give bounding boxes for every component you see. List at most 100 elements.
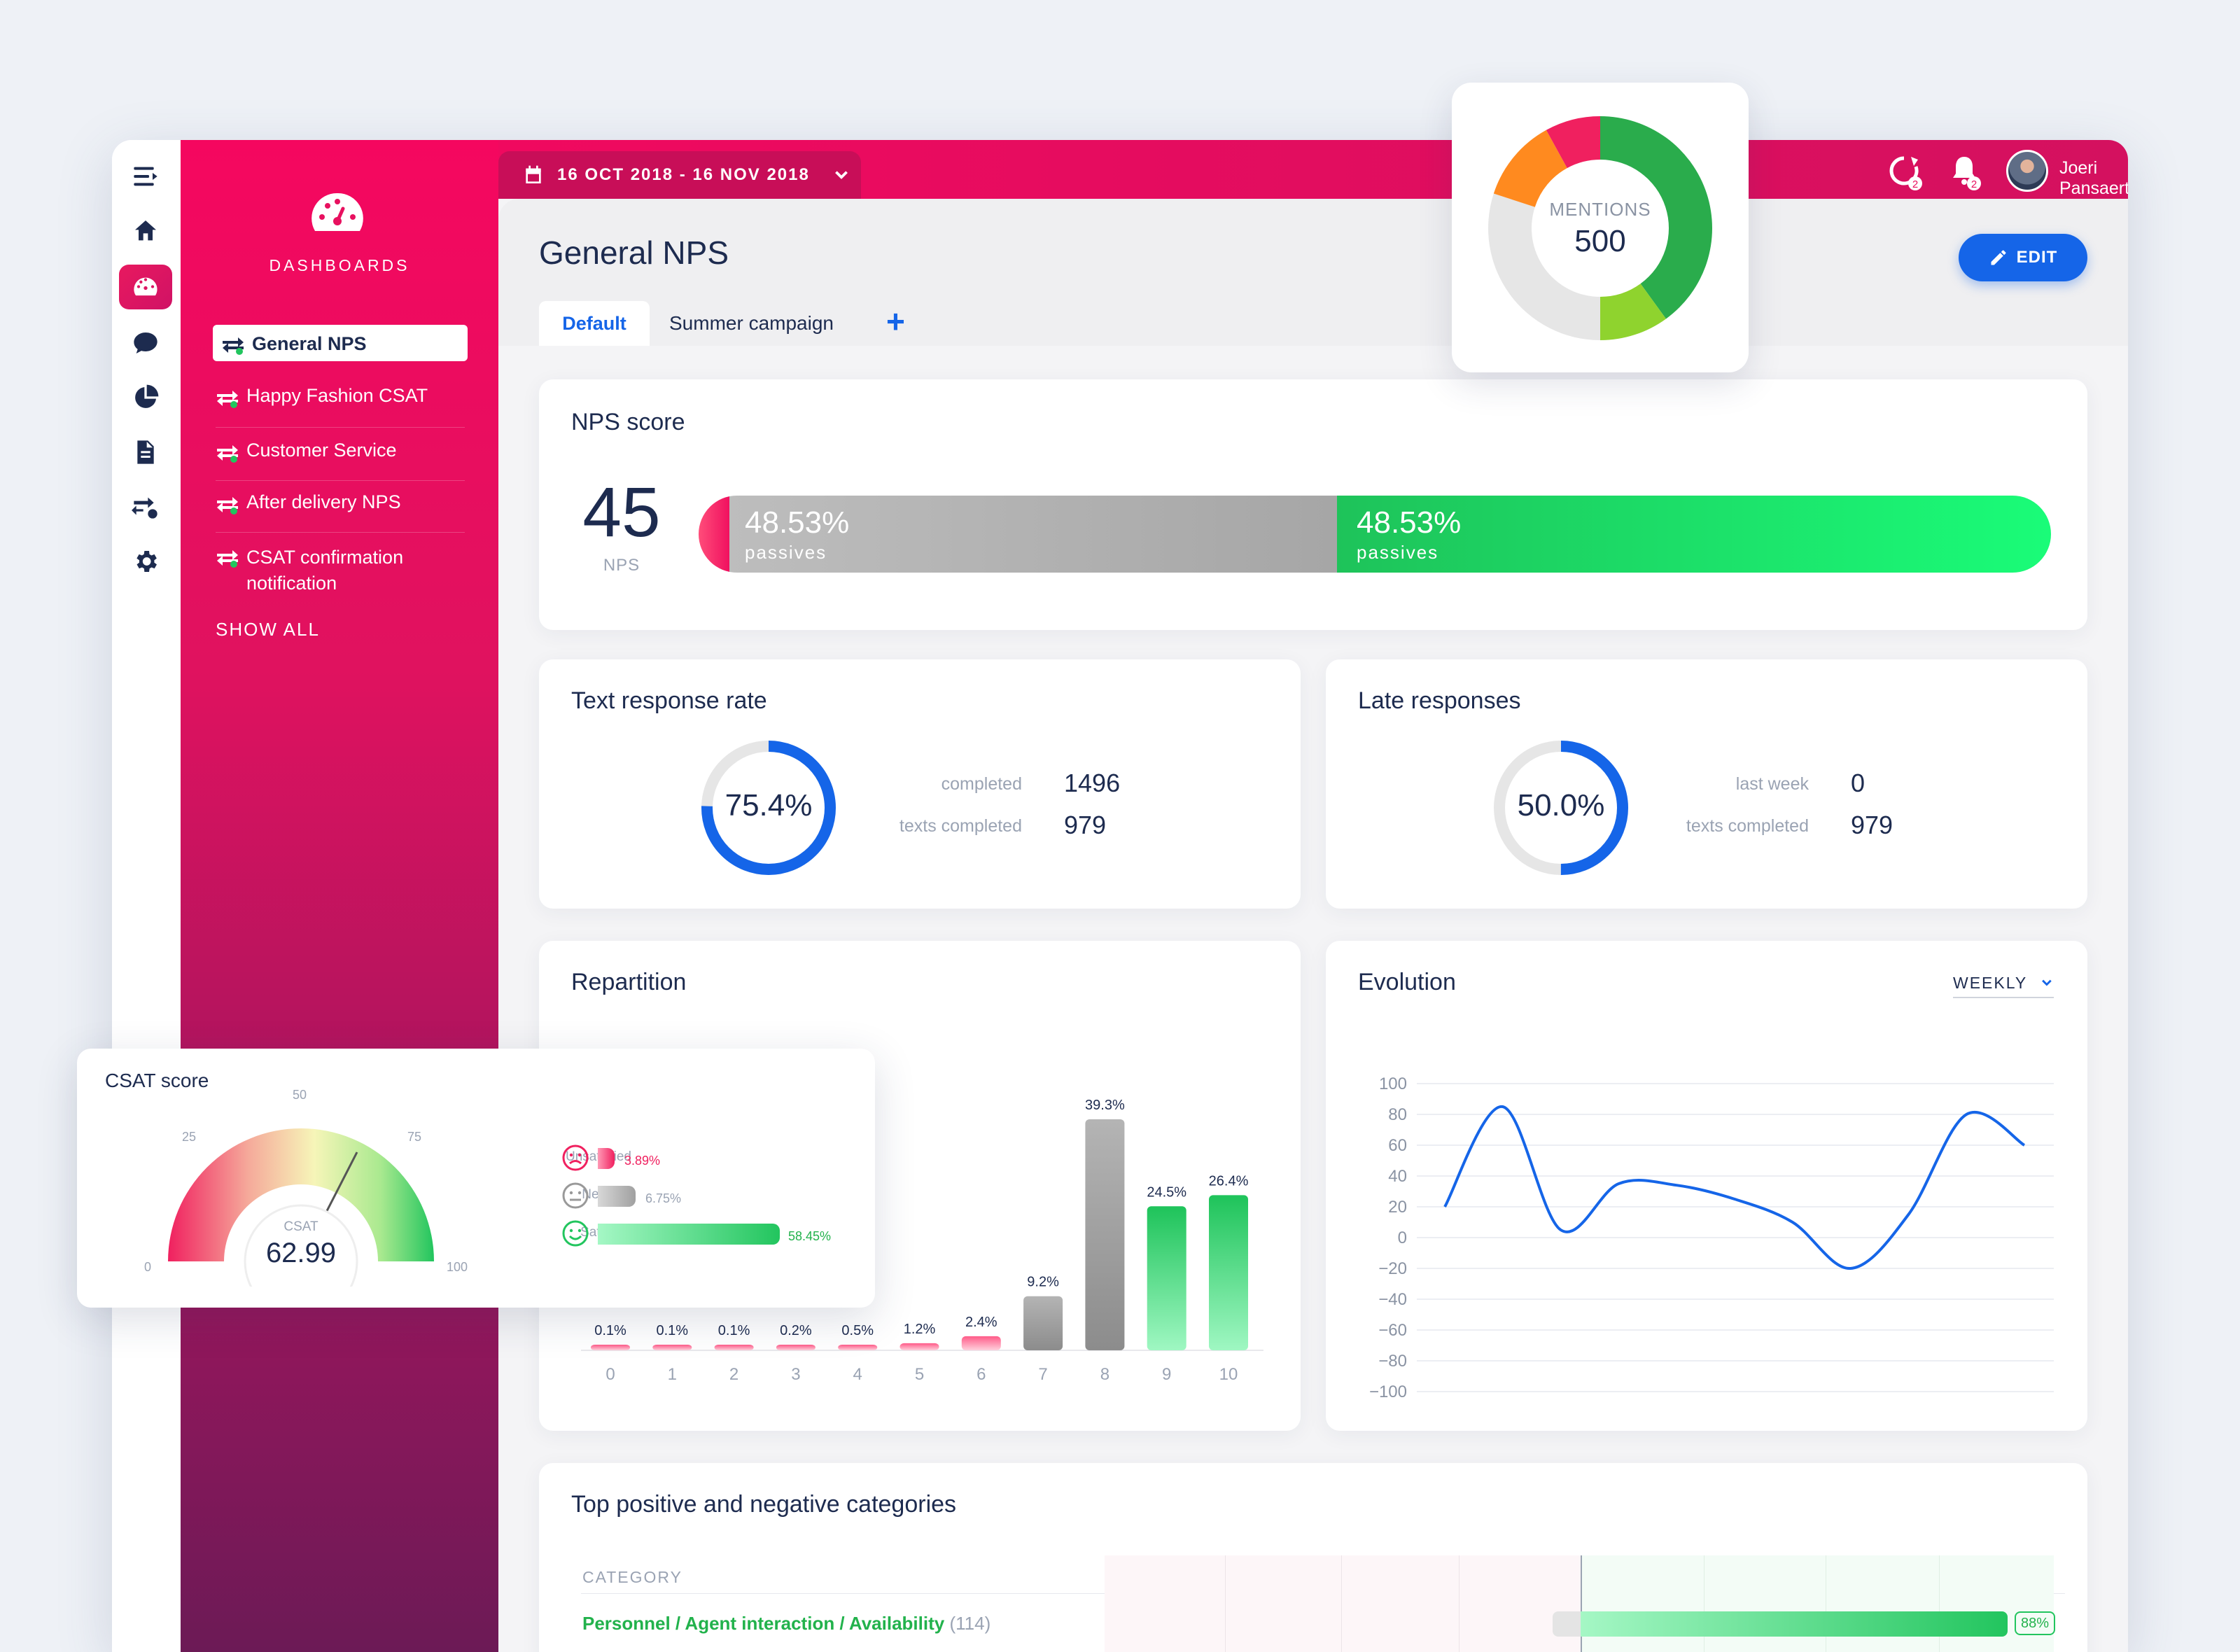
tab-default[interactable]: Default: [539, 301, 650, 346]
nps-score-label: NPS: [603, 556, 640, 575]
nps-bar: 48.53% passives 48.53% passives: [699, 496, 2051, 573]
bar-value-label: 0.1%: [718, 1323, 750, 1338]
show-all-link[interactable]: SHOW ALL: [216, 619, 320, 640]
bar-value-label: 0.1%: [657, 1323, 689, 1338]
donut-slice: [1493, 130, 1567, 207]
y-tick-label: −60: [1378, 1321, 1407, 1340]
sidebar-item-happy-fashion-csat[interactable]: Happy Fashion CSAT: [216, 385, 465, 409]
dashboard-icon[interactable]: [119, 265, 172, 309]
stat-label: texts completed: [899, 816, 1022, 836]
date-range-label: 16 OCT 2018 - 16 NOV 2018: [557, 165, 810, 184]
pie-chart-icon[interactable]: [119, 375, 172, 420]
category-name: Personnel / Agent interaction / Availabi…: [582, 1613, 945, 1634]
negative-zone: [1105, 1555, 1581, 1652]
bar-8: [1085, 1119, 1125, 1350]
tab-summer-campaign[interactable]: Summer campaign: [669, 312, 834, 334]
edit-button[interactable]: EDIT: [1959, 234, 2087, 281]
sync-icon[interactable]: 2: [1884, 153, 1924, 192]
donut-slice: [1600, 116, 1712, 319]
gauge-tick: 50: [293, 1088, 307, 1102]
bar-value-label: 26.4%: [1209, 1173, 1249, 1189]
category-count: (114): [949, 1613, 991, 1634]
category-column-header: CATEGORY: [582, 1568, 682, 1586]
period-select[interactable]: WEEKLY: [1953, 969, 2054, 998]
sidebar-item-after-delivery-nps[interactable]: After delivery NPS: [216, 491, 465, 515]
document-icon[interactable]: [119, 430, 172, 475]
divider: [216, 480, 465, 481]
workflow-settings-icon[interactable]: [119, 484, 172, 529]
sidebar-item-general-nps[interactable]: General NPS: [213, 325, 468, 361]
response-rate-ring: [701, 741, 836, 875]
edit-button-label: EDIT: [2016, 248, 2058, 267]
category-positive-bar: [1581, 1611, 2008, 1637]
x-tick-label: 9: [1162, 1365, 1171, 1384]
avatar[interactable]: [2006, 150, 2048, 192]
period-select-value: WEEKLY: [1953, 973, 2028, 992]
mentions-card: MENTIONS 500: [1452, 83, 1749, 372]
card-title: CSAT score: [105, 1070, 209, 1091]
y-tick-label: −80: [1378, 1352, 1407, 1371]
dashboard-gauge-icon: [309, 190, 365, 239]
sidebar-item-customer-service[interactable]: Customer Service: [216, 440, 465, 463]
grid-line: [1939, 1555, 1940, 1652]
nps-score-value: 45: [582, 473, 661, 552]
csat-row-percent: 6.75%: [645, 1191, 682, 1205]
sad-face-icon: [562, 1144, 589, 1171]
card-title: Evolution: [1358, 969, 1456, 995]
x-tick-label: 0: [606, 1365, 615, 1384]
chevron-down-icon: [834, 171, 848, 179]
bar-1: [652, 1345, 692, 1350]
sidebar-item-label: After delivery NPS: [246, 491, 401, 512]
date-range-picker[interactable]: 16 OCT 2018 - 16 NOV 2018: [498, 151, 861, 199]
y-tick-label: 20: [1388, 1198, 1407, 1217]
y-tick-label: 60: [1388, 1136, 1407, 1155]
swap-arrows-icon: [217, 445, 238, 463]
nps-bar-passives: 48.53% passives: [729, 496, 1337, 573]
grid-line: [1459, 1555, 1460, 1652]
csat-row-percent: 58.45%: [788, 1229, 832, 1243]
gauge-tick: 100: [447, 1260, 468, 1274]
add-tab-button[interactable]: +: [886, 303, 905, 340]
stat-value: 0: [1851, 769, 1865, 797]
category-row[interactable]: Personnel / Agent interaction / Availabi…: [582, 1613, 990, 1634]
csat-score-card: CSAT score CSAT 62.99 0 25 50 75 100 Uns…: [77, 1049, 875, 1308]
y-tick-label: −100: [1369, 1382, 1407, 1401]
chat-icon[interactable]: [119, 321, 172, 365]
csat-row-bar: [598, 1148, 615, 1169]
bar-value-label: 39.3%: [1085, 1098, 1125, 1113]
repartition-bar-chart: 0.1% 0 0.1% 1 0.1% 2 0.2% 3 0.5% 4 1.2% 5 2.4% 6 9.2% 7…: [581, 1098, 1264, 1384]
mentions-donut-chart: [1488, 116, 1712, 340]
csat-row-bar: [598, 1224, 780, 1245]
text-response-rate-card: Text response rate 75.4% completed 1496 …: [539, 659, 1301, 909]
card-title: NPS score: [571, 409, 685, 435]
home-icon[interactable]: [119, 209, 172, 253]
settings-gear-icon[interactable]: [119, 539, 172, 584]
sync-badge: 2: [1912, 178, 1918, 190]
csat-gauge: [168, 1128, 434, 1287]
main-content: General NPS Default Summer campaign + ED…: [498, 199, 2128, 1652]
bar-value-label: 9.2%: [1027, 1275, 1059, 1290]
zero-axis: [1581, 1555, 1582, 1652]
divider: [216, 427, 465, 428]
stat-value: 979: [1064, 811, 1107, 839]
sidebar-item-label: Customer Service: [246, 440, 397, 461]
bar-3: [776, 1345, 816, 1350]
category-percent-badge: 88%: [2015, 1611, 2055, 1635]
donut-slice: [1488, 193, 1600, 340]
sidebar-item-csat-confirmation[interactable]: CSAT confirmation notification: [216, 545, 465, 596]
donut-slice: [1600, 284, 1667, 340]
x-tick-label: 3: [791, 1365, 800, 1384]
x-tick-label: 6: [976, 1365, 986, 1384]
notification-bell-icon[interactable]: 2: [1945, 153, 1984, 192]
happy-face-icon: [562, 1220, 589, 1247]
grid-line: [1341, 1555, 1342, 1652]
menu-toggle-icon[interactable]: [119, 154, 172, 199]
positive-zone: [1581, 1555, 2054, 1652]
x-tick-label: 8: [1100, 1365, 1110, 1384]
top-bar: 16 OCT 2018 - 16 NOV 2018 2 2 Joeri Pans…: [498, 140, 2128, 199]
evolution-series-line: [1443, 1105, 2026, 1270]
user-name[interactable]: Joeri Pansaerts: [2059, 158, 2128, 198]
y-tick-label: −20: [1378, 1259, 1407, 1278]
evolution-line-chart: 100 80 60 40 20 0 −20 −40 −60 −80 −100: [1369, 1074, 2054, 1401]
bar-2: [714, 1345, 754, 1350]
